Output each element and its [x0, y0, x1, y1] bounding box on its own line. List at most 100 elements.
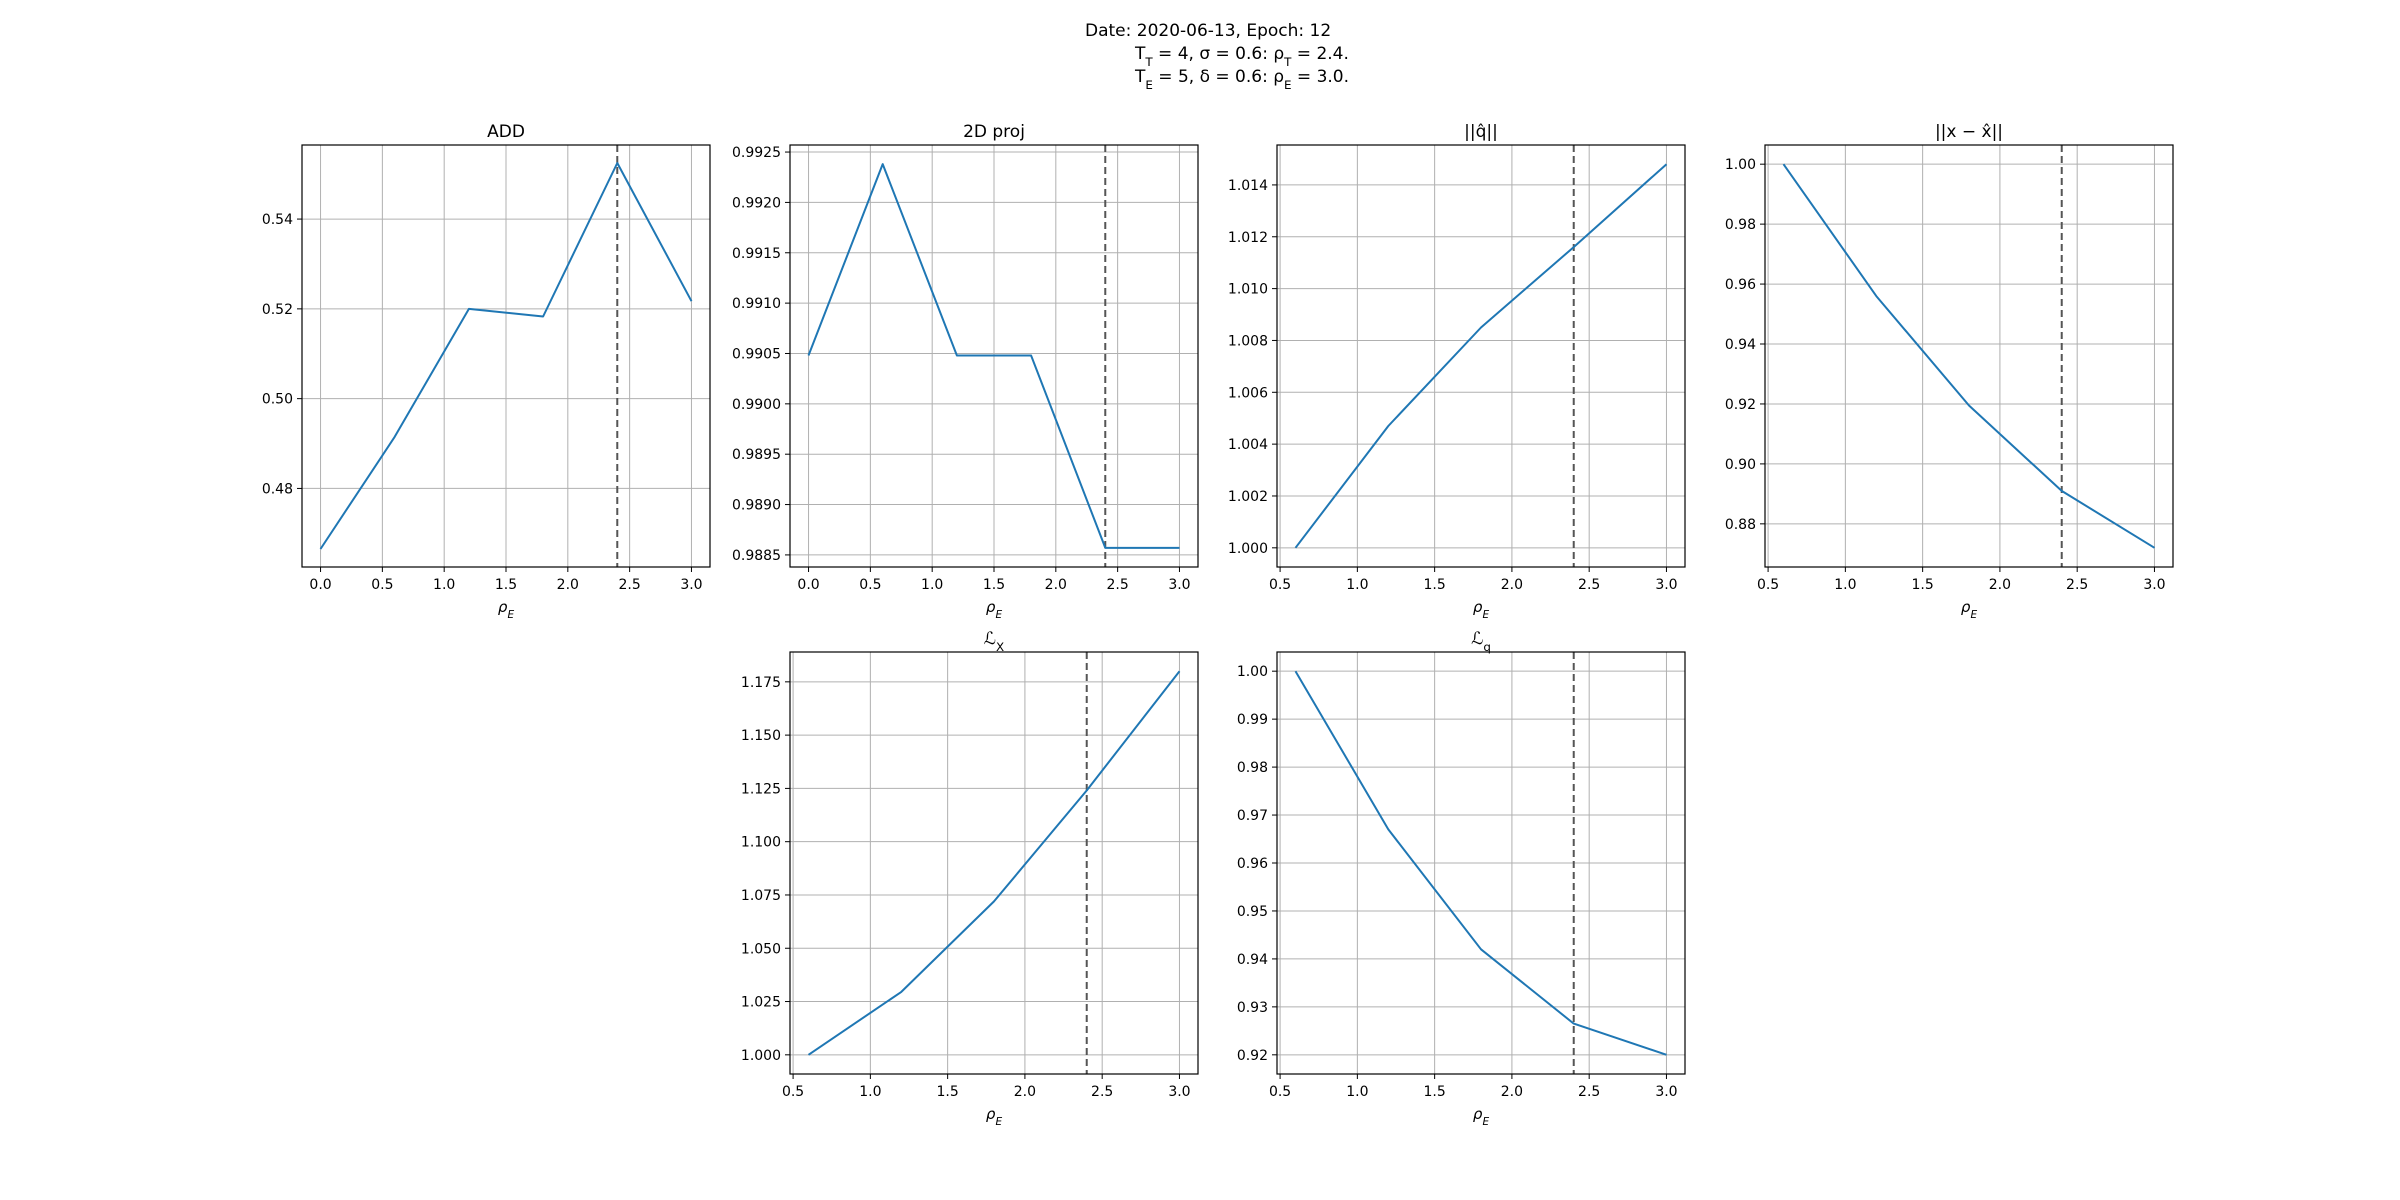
x-tick-label: 2.5 — [619, 577, 641, 593]
x-axis-label: ρE — [986, 1105, 1003, 1128]
subplot-title: ||x − x̂|| — [1935, 122, 2003, 142]
subplot-loss-x: 0.5 1.0 1.5 2.0 2.5 3.0 1.000 1.025 1.050 1.075 1.… — [741, 629, 1199, 1128]
x-tick-label: 2.5 — [1107, 577, 1129, 593]
x-tick-label: 2.0 — [557, 577, 579, 593]
y-tick-label: 0.52 — [262, 302, 293, 318]
subplot-add: 0.0 0.5 1.0 1.5 2.0 2.5 3.0 0.48 0.50 0.52 0.54 ADD… — [262, 122, 711, 621]
x-tick-label: 3.0 — [2143, 577, 2165, 593]
y-tick-label: 1.125 — [741, 781, 781, 797]
subplot-q-hat-norm: 0.5 1.0 1.5 2.0 2.5 3.0 1.000 1.002 1.004 1.006 1.… — [1228, 122, 1686, 621]
subplot-2d-proj: 0.0 0.5 1.0 1.5 2.0 2.5 3.0 0.9885 0.9890 0.9895 0… — [732, 122, 1199, 621]
y-tick-label: 0.9900 — [732, 397, 781, 413]
y-tick-label: 1.000 — [741, 1048, 781, 1064]
series-line — [807, 670, 1181, 1056]
series-line — [319, 162, 693, 550]
y-tick-label: 1.025 — [741, 995, 781, 1011]
y-tick-label: 0.88 — [1725, 517, 1756, 533]
x-axis-label: ρE — [1473, 598, 1490, 621]
x-tick-label: 1.5 — [1912, 577, 1934, 593]
x-tick-label: 1.5 — [495, 577, 517, 593]
subplot-title: ℒX — [984, 629, 1004, 654]
x-axis-label: ρE — [498, 598, 515, 621]
y-tick-label: 0.9925 — [732, 145, 781, 161]
y-tick-label: 1.014 — [1228, 178, 1268, 194]
y-tick-label: 0.9915 — [732, 246, 781, 262]
x-tick-label: 3.0 — [1655, 1084, 1677, 1100]
y-tick-label: 0.9920 — [732, 195, 781, 211]
y-tick-label: 1.012 — [1228, 230, 1268, 246]
x-tick-label: 0.0 — [797, 577, 819, 593]
x-tick-label: 2.0 — [1989, 577, 2011, 593]
y-tick-label: 0.48 — [262, 481, 293, 497]
y-tick-label: 1.175 — [741, 675, 781, 691]
x-tick-label: 1.5 — [937, 1084, 959, 1100]
x-tick-label: 0.5 — [371, 577, 393, 593]
x-tick-label: 1.0 — [1346, 577, 1368, 593]
y-tick-label: 0.9905 — [732, 346, 781, 362]
y-tick-label: 0.94 — [1237, 952, 1268, 968]
x-axis-label: ρE — [1473, 1105, 1490, 1128]
x-tick-label: 1.0 — [921, 577, 943, 593]
x-tick-label: 2.5 — [1578, 577, 1600, 593]
y-tick-label: 1.00 — [1725, 157, 1756, 173]
x-tick-label: 1.0 — [1834, 577, 1856, 593]
x-tick-label: 1.0 — [433, 577, 455, 593]
header-date-epoch: Date: 2020-06-13, Epoch: 12 — [1085, 21, 1331, 41]
y-tick-label: 1.075 — [741, 888, 781, 904]
x-tick-label: 2.5 — [1578, 1084, 1600, 1100]
header-train-params: TT = 4, σ = 0.6: ρT = 2.4. — [1134, 44, 1349, 69]
x-tick-label: 1.5 — [1424, 1084, 1446, 1100]
y-tick-label: 0.92 — [1237, 1048, 1268, 1064]
y-tick-label: 1.100 — [741, 835, 781, 851]
y-tick-label: 0.9890 — [732, 498, 781, 514]
y-tick-label: 0.54 — [262, 212, 293, 228]
x-tick-label: 0.5 — [1757, 577, 1779, 593]
x-tick-label: 2.0 — [1014, 1084, 1036, 1100]
y-tick-label: 0.98 — [1725, 217, 1756, 233]
y-tick-label: 0.50 — [262, 392, 293, 408]
x-tick-label: 3.0 — [1655, 577, 1677, 593]
x-tick-label: 1.0 — [1346, 1084, 1368, 1100]
x-tick-label: 2.0 — [1501, 1084, 1523, 1100]
figure-header: Date: 2020-06-13, Epoch: 12 TT = 4, σ = … — [1085, 21, 1349, 92]
x-tick-label: 2.0 — [1045, 577, 1067, 593]
x-tick-label: 0.5 — [859, 577, 881, 593]
y-tick-label: 0.98 — [1237, 760, 1268, 776]
subplot-x-error-norm: 0.5 1.0 1.5 2.0 2.5 3.0 0.88 0.90 0.92 0.94 0.96 0.… — [1725, 122, 2174, 621]
x-tick-label: 0.5 — [1269, 577, 1291, 593]
x-tick-label: 1.5 — [1424, 577, 1446, 593]
x-tick-label: 3.0 — [680, 577, 702, 593]
y-tick-label: 0.9885 — [732, 548, 781, 564]
y-tick-label: 1.002 — [1228, 489, 1268, 505]
subplot-title: 2D proj — [963, 122, 1025, 142]
y-tick-label: 1.050 — [741, 941, 781, 957]
axes-frame — [789, 651, 1199, 1075]
series-line — [1294, 163, 1668, 549]
x-tick-label: 0.5 — [1269, 1084, 1291, 1100]
series-line — [1782, 163, 2156, 549]
x-axis-label: ρE — [1961, 598, 1978, 621]
y-tick-label: 0.99 — [1237, 712, 1268, 728]
axes-frame — [1276, 144, 1686, 568]
x-tick-label: 2.5 — [1091, 1084, 1113, 1100]
x-tick-label: 3.0 — [1168, 1084, 1190, 1100]
x-tick-label: 2.0 — [1501, 577, 1523, 593]
x-tick-label: 1.0 — [859, 1084, 881, 1100]
y-tick-label: 1.010 — [1228, 282, 1268, 298]
header-eval-params: TE = 5, δ = 0.6: ρE = 3.0. — [1134, 67, 1349, 92]
y-tick-label: 1.006 — [1228, 385, 1268, 401]
y-tick-label: 0.92 — [1725, 397, 1756, 413]
subplot-title: ADD — [487, 122, 525, 142]
x-axis-label: ρE — [986, 598, 1003, 621]
series-line — [1294, 670, 1667, 1056]
y-tick-label: 0.93 — [1237, 1000, 1268, 1016]
subplot-loss-q: 0.5 1.0 1.5 2.0 2.5 3.0 0.92 0.93 0.94 0.95 0.96 0.… — [1237, 629, 1686, 1128]
x-tick-label: 1.5 — [983, 577, 1005, 593]
y-tick-label: 1.004 — [1228, 437, 1268, 453]
y-tick-label: 1.008 — [1228, 333, 1268, 349]
y-tick-label: 0.95 — [1237, 904, 1268, 920]
y-tick-label: 0.90 — [1725, 457, 1756, 473]
y-tick-label: 0.9895 — [732, 447, 781, 463]
x-tick-label: 2.5 — [2066, 577, 2088, 593]
